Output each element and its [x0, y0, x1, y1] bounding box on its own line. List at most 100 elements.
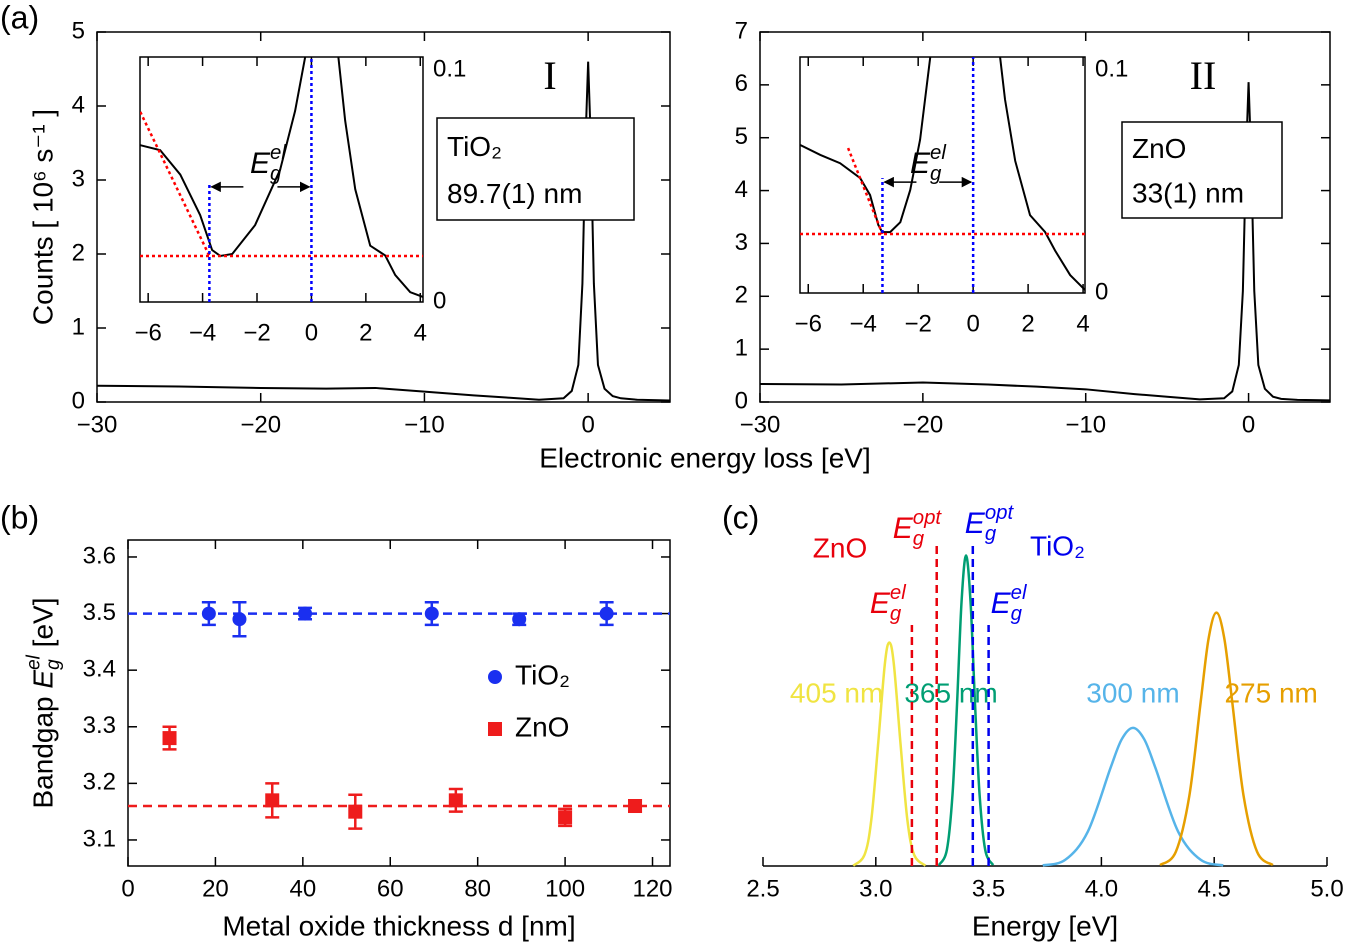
- led-spectrum: [937, 554, 995, 866]
- x-tick-label: 4.0: [1085, 875, 1118, 902]
- led-spectrum: [1159, 611, 1274, 867]
- x-tick-label: 2: [359, 319, 372, 346]
- x-axis-label: Metal oxide thickness d [nm]: [222, 910, 575, 941]
- marker-square: [348, 804, 363, 819]
- x-tick-label: −10: [404, 411, 445, 438]
- x-tick-label: 100: [545, 875, 585, 902]
- marker-square: [162, 731, 177, 746]
- x-tick-label: 0: [121, 875, 134, 902]
- marker-circle: [512, 612, 527, 627]
- x-tick-label: −10: [1065, 411, 1106, 438]
- x-tick-label: 0: [581, 411, 594, 438]
- tangent-fit: [140, 111, 211, 257]
- sample-box: [1121, 121, 1283, 219]
- label-part: g: [270, 163, 282, 185]
- y-tick-label: 3.2: [83, 769, 116, 796]
- marker-circle: [424, 606, 439, 621]
- x-tick-label: −2: [243, 319, 270, 346]
- x-tick-label: −20: [902, 411, 943, 438]
- label-part: el: [930, 142, 946, 164]
- x-tick-label: 4: [1076, 310, 1089, 337]
- y-tick-label: 3.4: [83, 656, 116, 683]
- y-tick-label: 0.1: [433, 55, 466, 82]
- marker-circle: [298, 606, 313, 621]
- series-label: 275 nm: [1224, 677, 1317, 708]
- x-tick-label: −20: [240, 411, 281, 438]
- sample-box: [436, 117, 635, 221]
- y-tick-label: 0: [735, 387, 748, 414]
- panel-label: (a): [0, 0, 39, 35]
- label-part: el: [1011, 582, 1027, 604]
- spectrum-line: [97, 61, 670, 402]
- series-label: 365 nm: [904, 677, 997, 708]
- label-part: E: [250, 147, 271, 180]
- plot-frame: [127, 539, 671, 867]
- y-tick-label: 3.5: [83, 599, 116, 626]
- y-tick-label: 4: [735, 176, 748, 203]
- inset-line: [140, 57, 423, 299]
- plot-frame: [759, 31, 1331, 403]
- x-tick-label: −4: [189, 319, 216, 346]
- label-part: el: [890, 582, 906, 604]
- marker-square: [265, 793, 280, 808]
- y-tick-label: 2: [735, 282, 748, 309]
- clipped-layer: [140, 57, 423, 302]
- panel-annotation: II: [1190, 53, 1217, 98]
- x-tick-label: 0: [1242, 411, 1255, 438]
- label-part: g: [1011, 603, 1023, 625]
- y-axis-label: Counts [ 10⁶ s⁻¹ ]: [27, 109, 58, 325]
- x-tick-label: 60: [377, 875, 404, 902]
- label-part: E: [893, 512, 914, 545]
- y-tick-label: 1: [72, 313, 85, 340]
- x-tick-label: −30: [77, 411, 118, 438]
- y-tick-label: 3.3: [83, 712, 116, 739]
- x-tick-label: 0: [305, 319, 318, 346]
- clipped-layer: [97, 61, 670, 402]
- clipped-layer: [760, 82, 1330, 402]
- x-tick-label: −6: [795, 310, 822, 337]
- y-tick-label: 3.6: [83, 542, 116, 569]
- y-tick-label: 2: [72, 239, 85, 266]
- plot-frame: [139, 56, 424, 303]
- x-tick-label: 4: [414, 319, 427, 346]
- plot-frame: [96, 31, 671, 403]
- y-tick-label: 5: [72, 17, 85, 44]
- x-tick-label: 5.0: [1310, 875, 1343, 902]
- y-tick-label: 7: [735, 17, 748, 44]
- led-spectrum: [1042, 726, 1224, 867]
- marker-square: [448, 793, 463, 808]
- group-label: TiO₂: [1030, 530, 1085, 561]
- label-part: el: [270, 142, 286, 164]
- panel-annotation: I: [543, 53, 556, 98]
- y-tick-label: 3.1: [83, 825, 116, 852]
- x-tick-label: 3.0: [859, 875, 892, 902]
- series-label: 300 nm: [1086, 677, 1179, 708]
- label-part: [eV]: [27, 598, 58, 656]
- y-tick-label: 5: [735, 123, 748, 150]
- label-part: el: [23, 654, 44, 670]
- plot-frame: [799, 56, 1086, 294]
- series-label: 405 nm: [790, 677, 883, 708]
- x-tick-label: −6: [134, 319, 161, 346]
- label-part: Bandgap: [27, 689, 58, 809]
- x-tick-label: 0: [966, 310, 979, 337]
- label-part: g: [930, 163, 942, 185]
- sample-thickness: 33(1) nm: [1132, 177, 1244, 208]
- label-part: E: [910, 147, 931, 180]
- y-tick-label: 0: [1095, 278, 1108, 305]
- panel-label: (b): [0, 499, 39, 535]
- label-part: E: [991, 587, 1012, 620]
- x-tick-label: −30: [740, 411, 781, 438]
- sample-material: ZnO: [1132, 133, 1186, 164]
- x-tick-label: 2: [1021, 310, 1034, 337]
- legend-label: TiO₂: [515, 659, 570, 690]
- label-part: g: [43, 659, 64, 670]
